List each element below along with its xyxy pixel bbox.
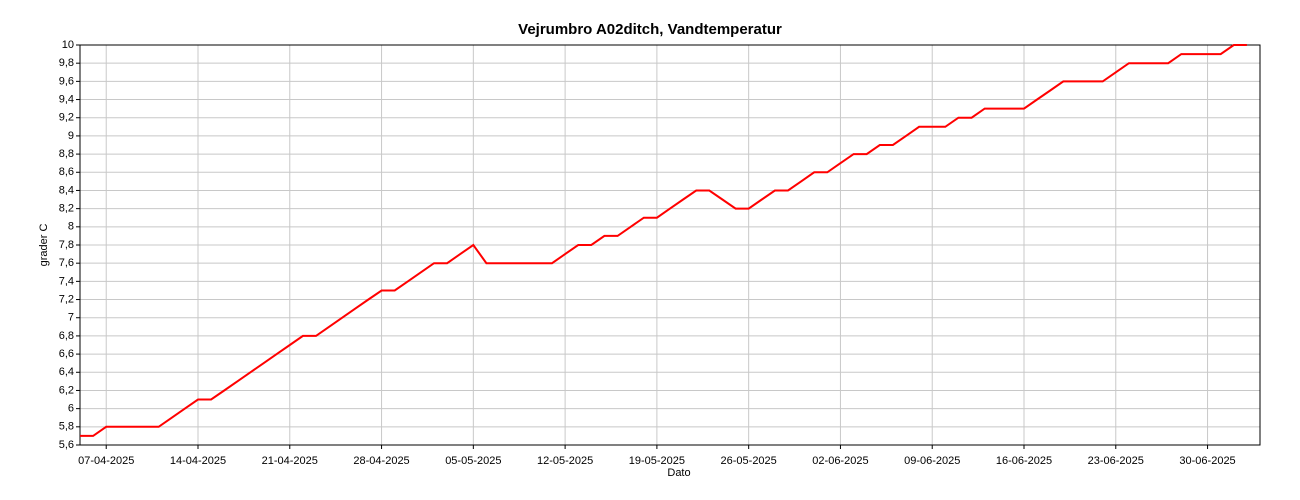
y-tick-label: 7,8 bbox=[59, 239, 74, 251]
x-axis-label: Dato bbox=[667, 467, 690, 479]
y-tick-label: 8,4 bbox=[59, 184, 74, 196]
y-tick-label: 5,8 bbox=[59, 421, 74, 433]
x-tick-label: 02-06-2025 bbox=[812, 455, 868, 467]
y-tick-label: 8,6 bbox=[59, 166, 74, 178]
x-tick-label: 09-06-2025 bbox=[904, 455, 960, 467]
y-tick-label: 9,4 bbox=[59, 93, 74, 105]
y-tick-label: 6,2 bbox=[59, 384, 74, 396]
y-tick-label: 7 bbox=[68, 312, 74, 324]
y-tick-label: 6 bbox=[68, 403, 74, 415]
plot-frame bbox=[79, 44, 1261, 446]
y-tick-label: 8,8 bbox=[59, 148, 74, 160]
y-tick-label: 6,8 bbox=[59, 330, 74, 342]
y-tick-label: 5,6 bbox=[59, 439, 74, 451]
y-tick-label: 7,2 bbox=[59, 293, 74, 305]
x-tick-label: 14-04-2025 bbox=[170, 455, 226, 467]
y-tick-label: 9 bbox=[68, 130, 74, 142]
x-tick-label: 19-05-2025 bbox=[629, 455, 685, 467]
x-tick-label: 30-06-2025 bbox=[1179, 455, 1235, 467]
x-tick-label: 05-05-2025 bbox=[445, 455, 501, 467]
y-tick-label: 8,2 bbox=[59, 203, 74, 215]
chart-title: Vejrumbro A02ditch, Vandtemperatur bbox=[518, 21, 782, 38]
y-tick-label: 10 bbox=[62, 39, 74, 51]
x-tick-label: 26-05-2025 bbox=[721, 455, 777, 467]
x-tick-label: 07-04-2025 bbox=[78, 455, 134, 467]
y-axis-label: grader C bbox=[38, 224, 50, 267]
y-tick-label: 6,4 bbox=[59, 366, 74, 378]
y-tick-label: 9,8 bbox=[59, 57, 74, 69]
data-line bbox=[80, 44, 1247, 437]
y-tick-label: 7,4 bbox=[59, 275, 74, 287]
x-tick-label: 23-06-2025 bbox=[1088, 455, 1144, 467]
y-tick-label: 7,6 bbox=[59, 257, 74, 269]
x-tick-label: 21-04-2025 bbox=[262, 455, 318, 467]
y-tick-label: 6,6 bbox=[59, 348, 74, 360]
x-tick-label: 16-06-2025 bbox=[996, 455, 1052, 467]
y-tick-label: 9,2 bbox=[59, 112, 74, 124]
y-tick-label: 9,6 bbox=[59, 75, 74, 87]
x-tick-label: 28-04-2025 bbox=[353, 455, 409, 467]
y-tick-label: 8 bbox=[68, 221, 74, 233]
x-tick-label: 12-05-2025 bbox=[537, 455, 593, 467]
